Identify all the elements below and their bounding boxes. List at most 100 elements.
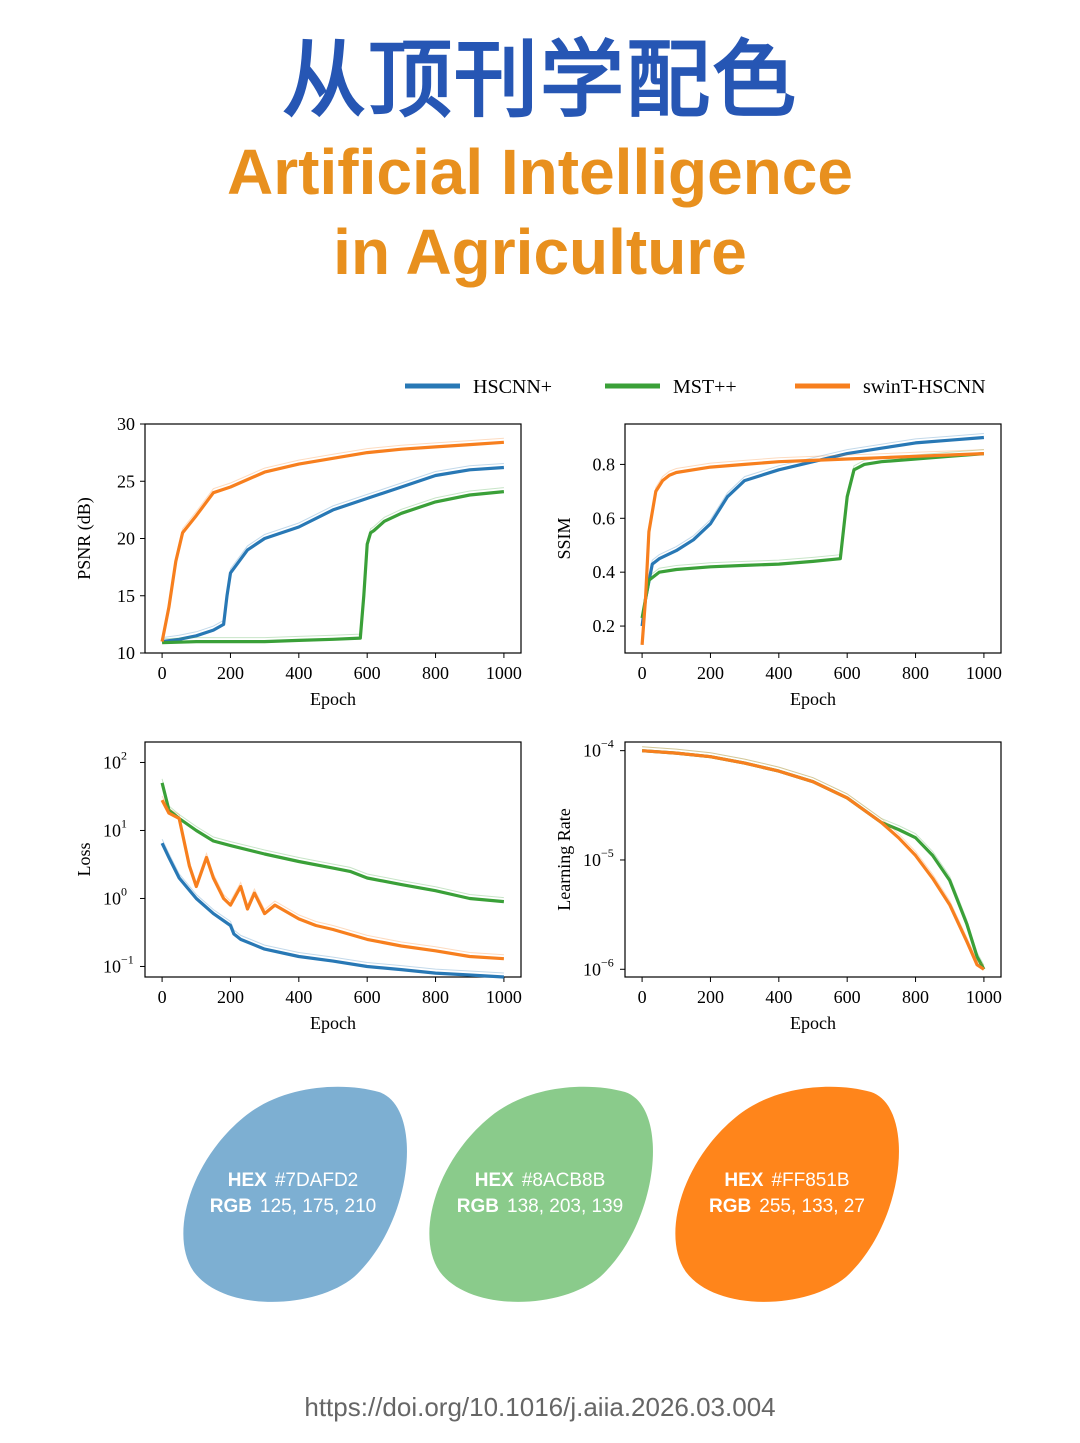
series-noise-mst-	[161, 778, 504, 899]
x-tick-label: 1000	[486, 987, 522, 1007]
x-tick-label: 200	[217, 987, 244, 1007]
y-tick-label: 10	[103, 820, 121, 840]
hex-label: HEX	[724, 1170, 764, 1191]
y-tick-label: 0.2	[593, 616, 616, 636]
x-tick-label: 600	[354, 987, 381, 1007]
x-tick-label: 1000	[966, 987, 1002, 1007]
y-tick-label: 25	[117, 471, 135, 491]
x-tick-label: 200	[697, 663, 724, 683]
y-axis-label: SSIM	[554, 517, 574, 559]
x-tick-label: 0	[158, 663, 167, 683]
swatch-label-blue: HEX #7DAFD2 RGB 125, 175, 210	[173, 1168, 413, 1220]
rgb-label: RGB	[209, 1196, 252, 1217]
y-tick-exponent: 2	[121, 748, 127, 762]
x-tick-label: 0	[638, 663, 647, 683]
rgb-label: RGB	[709, 1196, 752, 1217]
y-tick-exponent: 1	[121, 816, 127, 830]
x-tick-label: 200	[217, 663, 244, 683]
x-tick-label: 400	[765, 663, 792, 683]
series-noise-swint-hscnn	[641, 449, 984, 641]
plot-frame	[144, 741, 522, 978]
series-noise-hscnn-	[161, 838, 504, 974]
y-tick-label: 10	[583, 850, 601, 870]
x-tick-label: 800	[902, 987, 929, 1007]
series-line-swint-hscnn	[160, 440, 505, 642]
series-noise-hscnn-	[641, 433, 984, 623]
x-tick-label: 1000	[966, 663, 1002, 683]
y-tick-label: 15	[117, 586, 135, 606]
legend-entry: swinT-HSCNN	[795, 376, 986, 398]
x-axis-label: Epoch	[310, 689, 356, 709]
series-line-mst-	[640, 452, 985, 619]
x-axis-label: Epoch	[790, 1013, 836, 1033]
legend-label: MST++	[673, 376, 737, 398]
x-tick-label: 200	[697, 987, 724, 1007]
rgb-label: RGB	[456, 1196, 499, 1217]
y-tick-exponent: −1	[121, 952, 134, 966]
hex-value: #7DAFD2	[274, 1170, 359, 1191]
hex-label: HEX	[227, 1170, 267, 1191]
hex-label: HEX	[474, 1170, 514, 1191]
y-axis-label: PSNR (dB)	[74, 497, 95, 580]
x-tick-label: 800	[422, 987, 449, 1007]
y-tick-label: 30	[117, 414, 135, 434]
y-tick-exponent: −5	[601, 846, 614, 860]
rgb-value: 255, 133, 27	[759, 1196, 865, 1217]
y-tick-label: 10	[583, 959, 601, 979]
x-tick-label: 800	[902, 663, 929, 683]
series-noise-mst-	[641, 449, 984, 615]
x-tick-label: 400	[285, 663, 312, 683]
series-line-swint-hscnn	[641, 749, 985, 971]
x-tick-label: 400	[765, 987, 792, 1007]
swatch-label-orange: HEX #FF851B RGB 255, 133, 27	[667, 1168, 907, 1220]
doi-link[interactable]: https://doi.org/10.1016/j.aiia.2026.03.0…	[304, 1392, 776, 1422]
x-axis-label: Epoch	[790, 689, 836, 709]
x-tick-label: 600	[834, 987, 861, 1007]
color-swatches	[183, 1086, 899, 1302]
series-noise-swint-hscnn	[642, 746, 985, 966]
chart-panel-2: 0 200 400 600 800 1000 0.2 0.4 0.6 0.8 Epoch SSIM	[554, 423, 1002, 709]
series-noise-hscnn-	[162, 463, 504, 639]
y-tick-label: 0.8	[593, 454, 616, 474]
legend-label: swinT-HSCNN	[863, 376, 986, 398]
y-tick-label: 0.4	[593, 562, 616, 582]
x-tick-label: 0	[638, 987, 647, 1007]
y-tick-exponent: −6	[601, 955, 614, 969]
x-tick-label: 1000	[486, 663, 522, 683]
swatch-label-green: HEX #8ACB8B RGB 138, 203, 139	[420, 1168, 660, 1220]
y-axis-label: Loss	[74, 842, 94, 876]
swatch-blob-orange	[675, 1086, 899, 1302]
hex-value: #FF851B	[771, 1170, 850, 1191]
series-line-swint-hscnn	[160, 799, 505, 961]
page-title-chinese: 从顶刊学配色	[281, 31, 798, 129]
series-line-mst-	[641, 749, 986, 971]
y-tick-exponent: 0	[121, 884, 127, 898]
legend-entry: MST++	[605, 376, 737, 398]
x-tick-label: 800	[422, 663, 449, 683]
series-line-mst-	[160, 782, 505, 904]
x-axis-label: Epoch	[310, 1013, 356, 1033]
series-line-swint-hscnn	[640, 452, 984, 646]
x-tick-label: 600	[354, 663, 381, 683]
swatch-blob-blue	[183, 1086, 407, 1302]
swatch-blob-green	[429, 1086, 653, 1302]
y-tick-label: 20	[117, 529, 135, 549]
series-line-mst-	[162, 490, 505, 645]
plot-frame	[624, 423, 1002, 654]
x-tick-label: 400	[285, 987, 312, 1007]
series-line-hscnn-	[160, 842, 504, 979]
y-tick-label: 10	[103, 956, 121, 976]
journal-title-line2: in Agriculture	[333, 216, 747, 288]
rgb-value: 138, 203, 139	[507, 1196, 624, 1217]
y-axis-label: Learning Rate	[554, 808, 574, 910]
x-tick-label: 0	[158, 987, 167, 1007]
y-tick-label: 10	[103, 752, 121, 772]
y-tick-label: 10	[117, 643, 135, 663]
legend-entry: HSCNN+	[405, 376, 552, 398]
y-tick-label: 10	[103, 888, 121, 908]
chart-panel-1: 0 200 400 600 800 1000 10 15 20 25 30 Epoch PSNR (dB…	[74, 414, 522, 709]
journal-title-line1: Artificial Intelligence	[227, 136, 853, 208]
